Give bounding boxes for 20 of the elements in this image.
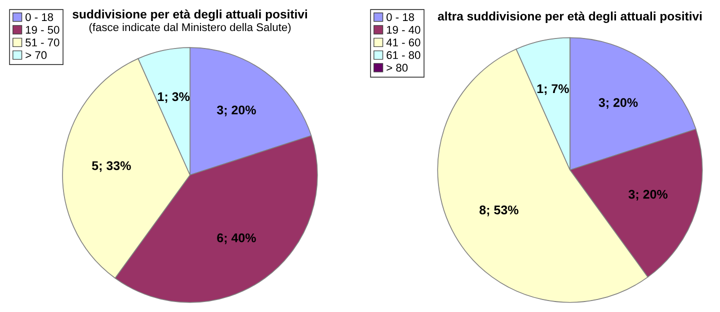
legend-label: 0 - 18 [386,13,414,22]
text: (fasce indicate dal Ministero della Salute) [89,23,291,34]
data-label: 1; 7% [537,84,569,95]
data-label: 3; 20% [628,190,668,201]
legend-label: 19 - 50 [26,26,60,34]
chart-title: altra suddivisione per età degli attuali positivi [438,11,702,23]
data-label: 5; 33% [92,161,131,172]
data-label: 1; 3% [158,92,190,103]
legend-label: 41 - 60 [386,38,420,46]
legend-label: 61 - 80 [386,51,420,60]
legend-label: > 80 [386,64,408,72]
data-label: 3; 20% [598,98,638,109]
chart-title: suddivisione per età degli attuali positivi [72,9,307,21]
legend-label: 51 - 70 [26,38,60,46]
legend-label: 19 - 40 [386,26,420,34]
legend-label: 0 - 18 [26,13,54,22]
data-label: 6; 40% [217,233,256,244]
legend-label: > 70 [26,51,47,60]
data-label: 8; 53% [480,206,518,216]
data-label: 3; 20% [216,106,256,116]
